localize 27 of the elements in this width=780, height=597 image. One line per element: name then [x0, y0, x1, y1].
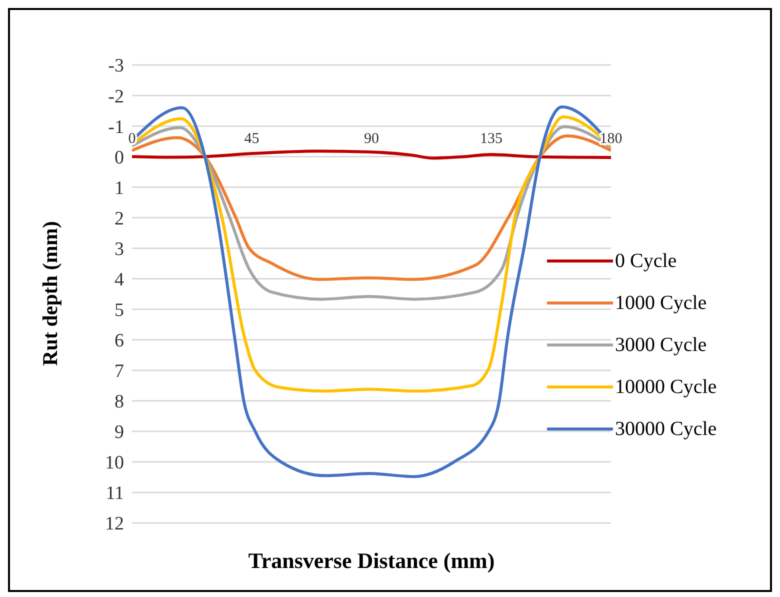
legend-label: 0 Cycle	[615, 250, 677, 272]
y-tick-label: 4	[114, 269, 124, 290]
line-series	[132, 150, 611, 160]
y-tick-label: 6	[114, 330, 124, 352]
y-tick-label: 7	[114, 361, 124, 382]
x-axis-title: Transverse Distance (mm)	[247, 548, 496, 574]
y-tick-label: 8	[114, 392, 124, 413]
legend-label: 30000 Cycle	[615, 418, 717, 440]
y-tick-label: 0	[114, 147, 124, 168]
y-tick-label: 11	[106, 483, 124, 504]
y-tick-label: 3	[114, 238, 124, 260]
y-tick-label: -3	[108, 56, 124, 77]
x-tick-label: 45	[244, 130, 260, 147]
y-tick-label: 10	[105, 452, 124, 474]
legend-label: 3000 Cycle	[615, 334, 707, 356]
y-tick-label: 9	[114, 422, 124, 444]
y-tick-label: 5	[114, 300, 124, 322]
x-tick-label: 90	[364, 130, 379, 147]
x-tick-label: 135	[480, 130, 502, 147]
y-tick-label: -1	[108, 116, 124, 138]
legend-label: 10000 Cycle	[615, 376, 717, 398]
y-axis-title: Rut depth (mm)	[38, 221, 62, 366]
y-tick-label: 1	[114, 178, 124, 199]
legend-label: 1000 Cycle	[615, 292, 707, 314]
y-tick-label: -2	[108, 86, 124, 108]
y-tick-label: 12	[105, 514, 124, 535]
y-tick-label: 2	[114, 208, 124, 230]
